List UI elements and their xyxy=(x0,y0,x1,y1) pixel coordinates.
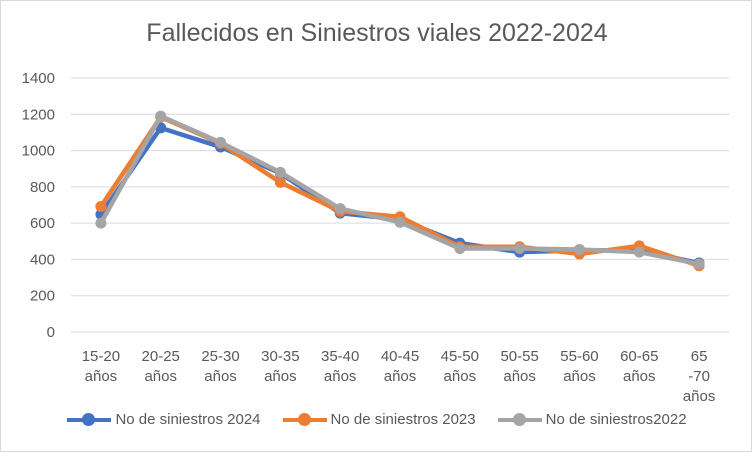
legend-item: No de siniestros 2023 xyxy=(282,411,476,428)
legend-swatch xyxy=(282,412,327,426)
legend-swatch xyxy=(497,412,542,426)
x-tick-label: 55-60 años xyxy=(560,348,598,385)
x-tick-label: 65 -70 años xyxy=(683,348,716,405)
y-tick-label: 1400 xyxy=(22,70,55,87)
x-tick-label: 40-45 años xyxy=(381,348,419,385)
data-point xyxy=(274,166,286,178)
legend: No de siniestros 2024 No de siniestros 20… xyxy=(1,411,752,428)
legend-item: No de siniestros 2024 xyxy=(67,411,261,428)
x-tick-label: 35-40 años xyxy=(321,348,359,385)
x-tick-label: 20-25 años xyxy=(142,348,180,385)
data-point xyxy=(274,176,286,188)
data-point xyxy=(95,217,107,229)
y-tick-label: 0 xyxy=(47,324,55,341)
y-tick-label: 1000 xyxy=(22,143,55,160)
y-tick-label: 800 xyxy=(30,179,55,196)
y-tick-label: 200 xyxy=(30,288,55,305)
data-point xyxy=(573,243,585,255)
legend-swatch xyxy=(67,412,112,426)
legend-item: No de siniestros2022 xyxy=(497,411,687,428)
legend-label: No de siniestros 2024 xyxy=(115,411,261,428)
x-tick-label: 15-20 años xyxy=(82,348,120,385)
y-tick-label: 400 xyxy=(30,251,55,268)
y-tick-label: 1200 xyxy=(22,106,55,123)
x-tick-label: 45-50 años xyxy=(441,348,479,385)
series-line-0 xyxy=(99,125,700,266)
data-point xyxy=(334,203,346,215)
x-tick-label: 60-65 años xyxy=(620,348,658,385)
data-point xyxy=(95,200,107,212)
data-point xyxy=(454,243,466,255)
y-tick-label: 600 xyxy=(30,215,55,232)
chart-title: Fallecidos en Siniestros viales 2022-202… xyxy=(146,19,608,47)
x-tick-label: 25-30 años xyxy=(201,348,239,385)
data-point xyxy=(514,243,526,255)
legend-label: No de siniestros2022 xyxy=(545,411,687,428)
data-point xyxy=(155,110,167,122)
data-point xyxy=(693,258,705,270)
data-point xyxy=(215,136,227,148)
legend-label: No de siniestros 2023 xyxy=(330,411,476,428)
x-tick-label: 50-55 años xyxy=(500,348,538,385)
data-point xyxy=(394,216,406,228)
x-tick-label: 30-35 años xyxy=(261,348,299,385)
data-point xyxy=(633,246,645,258)
